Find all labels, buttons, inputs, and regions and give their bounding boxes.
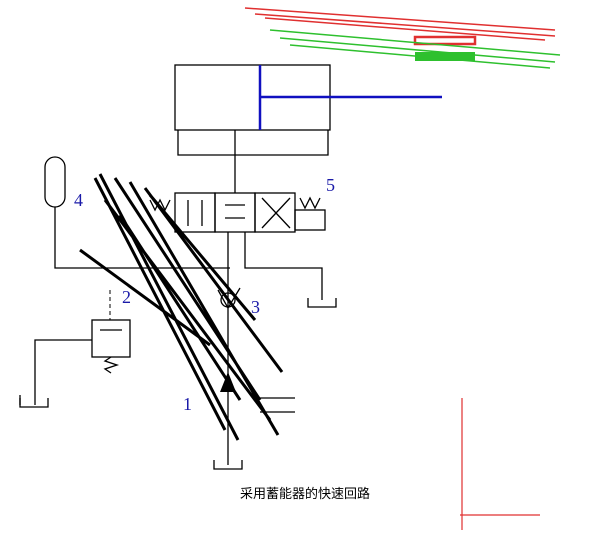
circuit <box>19 64 442 470</box>
smear-red <box>244 7 556 46</box>
accumulator <box>44 156 66 208</box>
relief-valve <box>91 319 131 358</box>
caption: 采用蓄能器的快速回路 <box>240 486 370 502</box>
label: 5 <box>326 175 335 195</box>
label: 1 <box>183 394 192 414</box>
label: 2 <box>122 287 131 307</box>
smear-green <box>269 29 561 69</box>
label: 3 <box>251 297 260 317</box>
red-marker <box>460 398 540 530</box>
label: 4 <box>74 190 83 210</box>
